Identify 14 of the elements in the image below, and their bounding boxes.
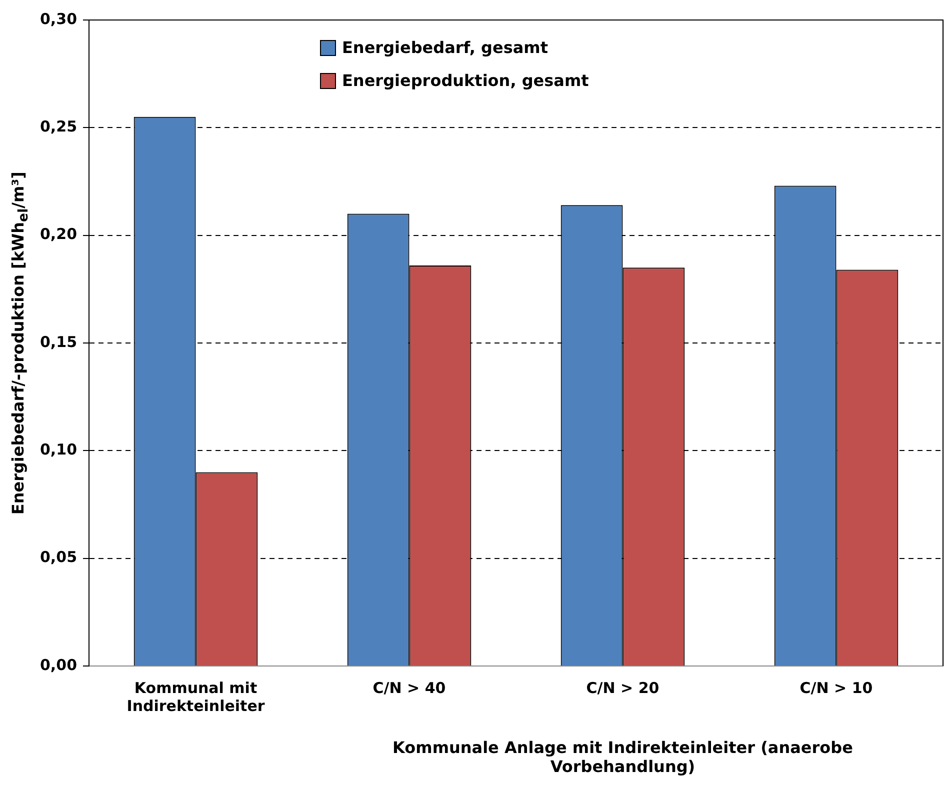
y-tick-label: 0,20: [40, 225, 78, 244]
y-tick-label: 0,25: [40, 118, 78, 136]
y-tick-label: 0,30: [40, 10, 78, 28]
x-tick-label: Kommunal mit Indirekteinleiter: [126, 678, 266, 715]
y-tick-label: 0,05: [40, 548, 78, 566]
legend-label: Energiebedarf, gesamt: [342, 38, 548, 57]
x-tick-label: C/N > 40: [372, 678, 446, 697]
x-axis-title: Kommunale Anlage mit Indirekteinleiter (anaerobe Vorbehandlung): [392, 738, 854, 776]
x-tick-label: C/N > 10: [800, 678, 873, 697]
y-tick-label: 0,10: [40, 440, 78, 459]
x-tick-label: C/N > 20: [586, 678, 660, 697]
legend-label: Energieproduktion, gesamt: [342, 71, 589, 90]
y-tick-label: 0,00: [40, 656, 78, 674]
y-tick-label: 0,15: [40, 332, 78, 351]
